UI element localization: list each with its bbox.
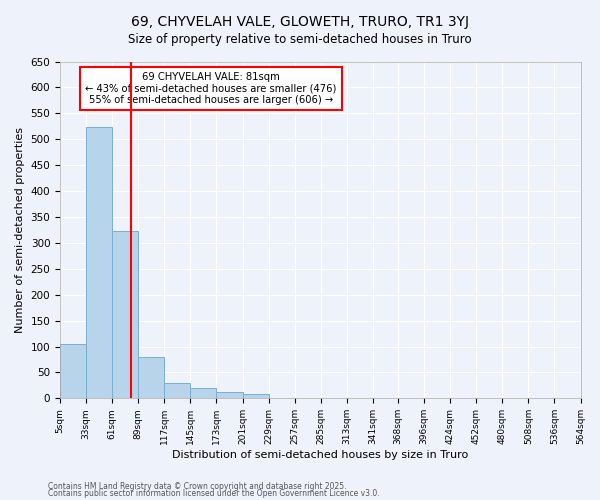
Text: Size of property relative to semi-detached houses in Truro: Size of property relative to semi-detach…	[128, 32, 472, 46]
X-axis label: Distribution of semi-detached houses by size in Truro: Distribution of semi-detached houses by …	[172, 450, 469, 460]
Text: 69 CHYVELAH VALE: 81sqm
← 43% of semi-detached houses are smaller (476)
55% of s: 69 CHYVELAH VALE: 81sqm ← 43% of semi-de…	[85, 72, 337, 105]
Bar	[217, 392, 242, 398]
Bar	[60, 344, 86, 399]
Bar	[164, 383, 190, 398]
Bar	[242, 394, 269, 398]
Text: 69, CHYVELAH VALE, GLOWETH, TRURO, TR1 3YJ: 69, CHYVELAH VALE, GLOWETH, TRURO, TR1 3…	[131, 15, 469, 29]
Bar	[138, 357, 164, 399]
Text: Contains HM Land Registry data © Crown copyright and database right 2025.: Contains HM Land Registry data © Crown c…	[48, 482, 347, 491]
Bar	[190, 388, 217, 398]
Bar	[112, 232, 138, 398]
Y-axis label: Number of semi-detached properties: Number of semi-detached properties	[15, 127, 25, 333]
Bar	[86, 127, 112, 398]
Text: Contains public sector information licensed under the Open Government Licence v3: Contains public sector information licen…	[48, 489, 380, 498]
